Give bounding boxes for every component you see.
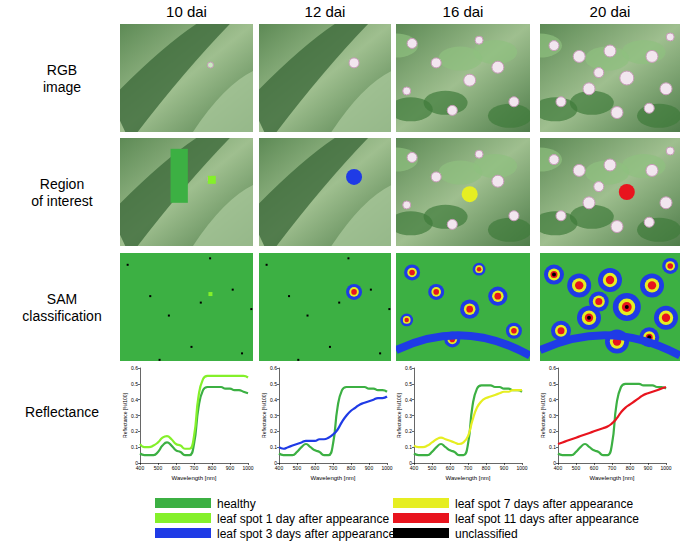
- svg-text:20 dai: 20 dai: [590, 3, 631, 20]
- svg-text:0.5: 0.5: [549, 381, 556, 387]
- svg-text:800: 800: [208, 465, 217, 471]
- svg-text:Reflectance: Reflectance: [25, 404, 99, 420]
- svg-text:image: image: [43, 79, 81, 95]
- svg-text:700: 700: [608, 465, 617, 471]
- svg-text:Wavelength [nm]: Wavelength [nm]: [172, 475, 217, 481]
- svg-text:0.3: 0.3: [131, 413, 138, 419]
- svg-text:700: 700: [190, 465, 199, 471]
- svg-text:0.6: 0.6: [405, 365, 412, 371]
- svg-text:0.6: 0.6: [131, 365, 138, 371]
- svg-text:0.3: 0.3: [270, 413, 277, 419]
- svg-text:700: 700: [464, 465, 473, 471]
- svg-text:RGB: RGB: [47, 62, 77, 78]
- svg-text:0.4: 0.4: [131, 397, 138, 403]
- svg-text:Reflectance [%/100]: Reflectance [%/100]: [540, 393, 546, 438]
- svg-text:0.1: 0.1: [405, 444, 412, 450]
- svg-text:0.1: 0.1: [131, 444, 138, 450]
- svg-text:Reflectance [%/100]: Reflectance [%/100]: [122, 393, 128, 438]
- svg-text:0.4: 0.4: [270, 397, 277, 403]
- svg-text:500: 500: [428, 465, 437, 471]
- svg-text:0.6: 0.6: [549, 365, 556, 371]
- svg-text:SAM: SAM: [47, 291, 77, 307]
- svg-text:leaf spot 7 days after appeara: leaf spot 7 days after appearance: [455, 497, 633, 511]
- svg-text:400: 400: [554, 465, 563, 471]
- svg-text:900: 900: [644, 465, 653, 471]
- svg-text:Reflectance [%/100]: Reflectance [%/100]: [261, 393, 267, 438]
- svg-text:0: 0: [553, 460, 556, 466]
- svg-text:unclassified: unclassified: [455, 527, 518, 541]
- svg-text:0.5: 0.5: [405, 381, 412, 387]
- svg-text:400: 400: [410, 465, 419, 471]
- svg-text:0.5: 0.5: [131, 381, 138, 387]
- svg-text:0.2: 0.2: [405, 428, 412, 434]
- svg-text:400: 400: [136, 465, 145, 471]
- svg-text:600: 600: [590, 465, 599, 471]
- svg-text:800: 800: [347, 465, 356, 471]
- svg-text:Reflectance [%/100]: Reflectance [%/100]: [396, 393, 402, 438]
- svg-text:leaf spot 1 day after appearan: leaf spot 1 day after appearance: [217, 512, 389, 526]
- svg-text:800: 800: [482, 465, 491, 471]
- svg-text:10 dai: 10 dai: [166, 3, 207, 20]
- svg-text:leaf spot 3 days after appeara: leaf spot 3 days after appearance: [217, 527, 395, 541]
- svg-text:of interest: of interest: [31, 193, 93, 209]
- svg-text:Wavelength [nm]: Wavelength [nm]: [590, 475, 635, 481]
- svg-text:500: 500: [293, 465, 302, 471]
- svg-text:700: 700: [329, 465, 338, 471]
- svg-text:500: 500: [572, 465, 581, 471]
- svg-text:1000: 1000: [516, 465, 527, 471]
- svg-text:0.1: 0.1: [270, 444, 277, 450]
- svg-text:0.2: 0.2: [270, 428, 277, 434]
- svg-text:1000: 1000: [381, 465, 392, 471]
- svg-text:0: 0: [135, 460, 138, 466]
- svg-text:600: 600: [446, 465, 455, 471]
- svg-text:Region: Region: [40, 176, 84, 192]
- svg-text:500: 500: [154, 465, 163, 471]
- svg-text:0.2: 0.2: [131, 428, 138, 434]
- svg-text:900: 900: [226, 465, 235, 471]
- svg-text:classification: classification: [22, 308, 101, 324]
- svg-text:Wavelength [nm]: Wavelength [nm]: [446, 475, 491, 481]
- svg-text:16 dai: 16 dai: [443, 3, 484, 20]
- svg-text:Wavelength [nm]: Wavelength [nm]: [311, 475, 356, 481]
- svg-text:0.4: 0.4: [549, 397, 556, 403]
- svg-text:900: 900: [365, 465, 374, 471]
- svg-text:12 dai: 12 dai: [305, 3, 346, 20]
- svg-text:0: 0: [409, 460, 412, 466]
- svg-text:600: 600: [311, 465, 320, 471]
- svg-text:0.3: 0.3: [405, 413, 412, 419]
- svg-text:0.3: 0.3: [549, 413, 556, 419]
- svg-text:0.4: 0.4: [405, 397, 412, 403]
- svg-text:healthy: healthy: [217, 497, 256, 511]
- svg-text:900: 900: [500, 465, 509, 471]
- svg-text:0.1: 0.1: [549, 444, 556, 450]
- svg-text:0: 0: [274, 460, 277, 466]
- svg-text:800: 800: [626, 465, 635, 471]
- svg-text:0.2: 0.2: [549, 428, 556, 434]
- svg-text:leaf spot 11 days after appear: leaf spot 11 days after appearance: [455, 512, 639, 526]
- svg-text:0.5: 0.5: [270, 381, 277, 387]
- svg-text:0.6: 0.6: [270, 365, 277, 371]
- svg-text:600: 600: [172, 465, 181, 471]
- svg-text:1000: 1000: [660, 465, 671, 471]
- svg-text:1000: 1000: [242, 465, 253, 471]
- svg-text:400: 400: [275, 465, 284, 471]
